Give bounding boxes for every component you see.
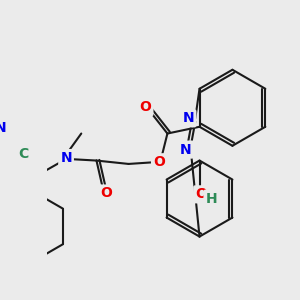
Text: O: O xyxy=(153,155,165,169)
Text: N: N xyxy=(60,151,72,165)
Text: H: H xyxy=(206,192,217,206)
Text: N: N xyxy=(183,111,194,125)
Text: O: O xyxy=(140,100,152,114)
Text: C: C xyxy=(18,147,28,161)
Text: O: O xyxy=(101,187,112,200)
Text: N: N xyxy=(180,142,192,157)
Text: O: O xyxy=(195,187,207,201)
Text: N: N xyxy=(0,121,7,135)
